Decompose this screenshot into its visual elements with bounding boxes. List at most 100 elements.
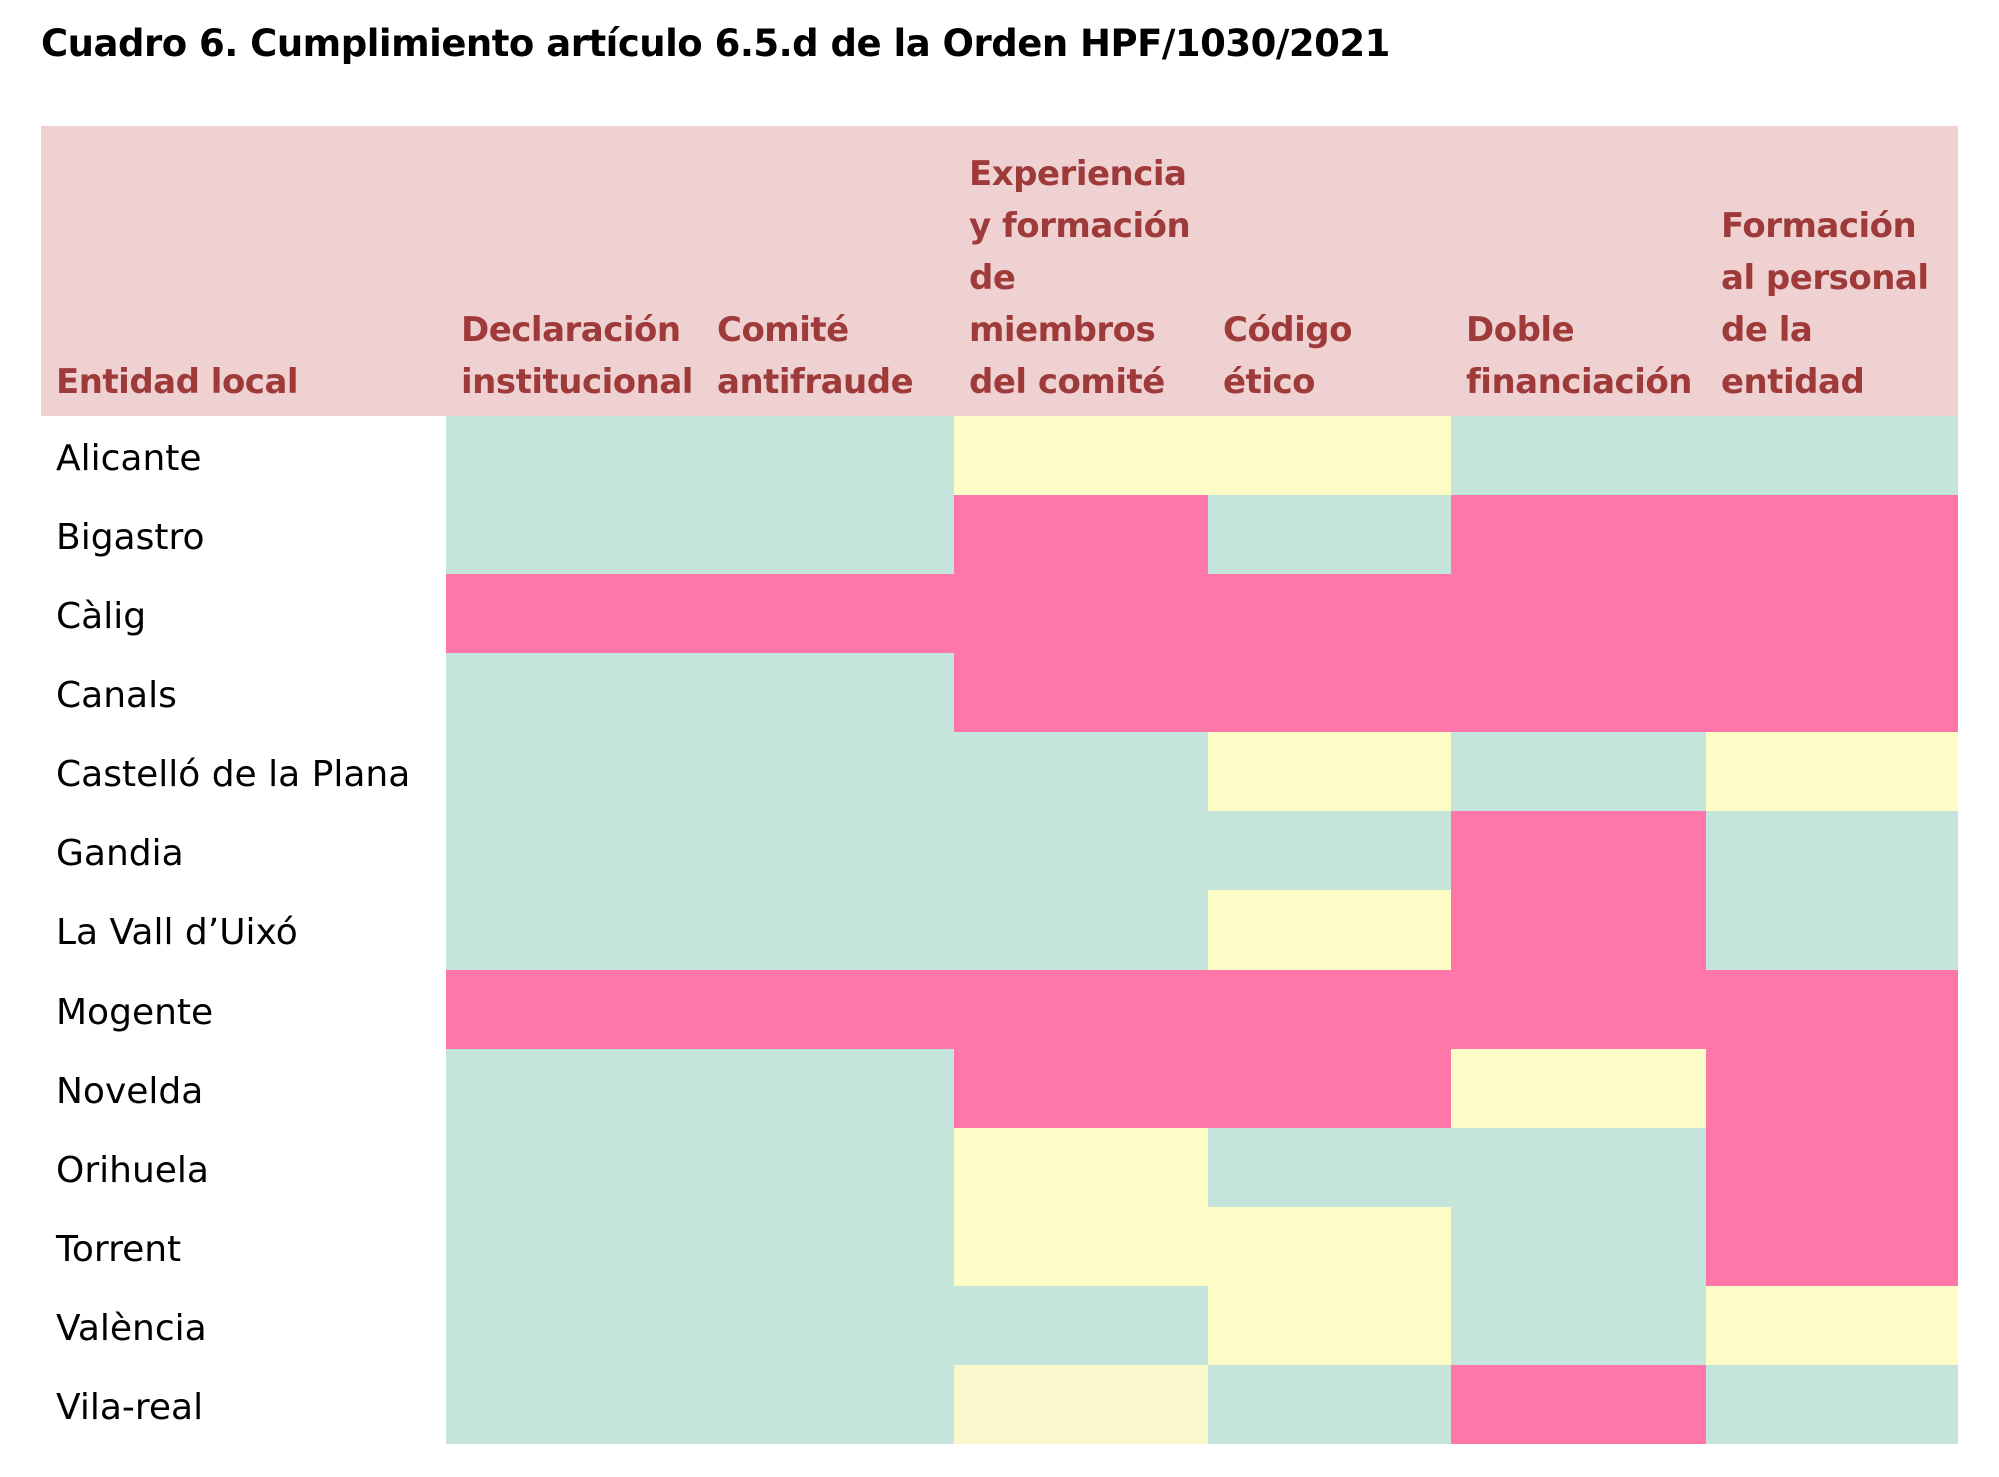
status-cell bbox=[702, 574, 954, 654]
status-cell bbox=[446, 653, 702, 733]
status-cell bbox=[1451, 653, 1706, 733]
status-cell bbox=[954, 890, 1208, 971]
status-cell bbox=[1451, 1364, 1706, 1445]
status-cell bbox=[1451, 1206, 1706, 1287]
status-cell bbox=[702, 732, 954, 812]
status-cell bbox=[954, 416, 1208, 496]
status-cell bbox=[702, 1127, 954, 1208]
status-cell bbox=[954, 495, 1208, 575]
status-cell bbox=[702, 969, 954, 1050]
status-cell bbox=[1706, 495, 1958, 575]
status-cell bbox=[446, 1364, 702, 1445]
header-line: del comité bbox=[969, 362, 1165, 402]
header-line: Código bbox=[1223, 310, 1353, 350]
status-cell bbox=[954, 969, 1208, 1050]
status-cell bbox=[1706, 1364, 1958, 1445]
row-label: Alicante bbox=[56, 438, 202, 480]
status-cell bbox=[1706, 811, 1958, 891]
status-cell bbox=[1208, 574, 1451, 654]
status-cell bbox=[1706, 1127, 1958, 1208]
status-cell bbox=[1706, 1285, 1958, 1366]
status-cell bbox=[1208, 890, 1451, 971]
header-line: de bbox=[969, 258, 1016, 298]
status-cell bbox=[1451, 574, 1706, 654]
status-cell bbox=[1706, 1206, 1958, 1287]
header-cell: Doble financiación bbox=[1451, 126, 1706, 416]
status-cell bbox=[954, 1127, 1208, 1208]
row-label: Castelló de la Plana bbox=[56, 754, 411, 796]
status-cell bbox=[1706, 574, 1958, 654]
status-cell bbox=[954, 1285, 1208, 1366]
status-cell bbox=[954, 1206, 1208, 1287]
row-label: Novelda bbox=[56, 1070, 204, 1112]
header-line: Experiencia bbox=[969, 154, 1187, 194]
status-cell bbox=[702, 1285, 954, 1366]
status-cell bbox=[702, 495, 954, 575]
row-label: Gandia bbox=[56, 833, 184, 875]
row-label: Torrent bbox=[56, 1228, 182, 1270]
status-cell bbox=[1451, 969, 1706, 1050]
status-cell bbox=[1208, 653, 1451, 733]
header-line: Entidad local bbox=[56, 362, 299, 402]
row-label: Vila-real bbox=[56, 1386, 204, 1428]
header-line: de la bbox=[1721, 310, 1813, 350]
status-cell bbox=[954, 732, 1208, 812]
header-cell: Declaración institucional bbox=[446, 126, 702, 416]
header-cell: Código ético bbox=[1208, 126, 1451, 416]
status-cell bbox=[1451, 811, 1706, 891]
status-cell bbox=[446, 1285, 702, 1366]
row-label: La Vall d’Uixó bbox=[56, 912, 298, 954]
header-cell: Entidad local bbox=[41, 126, 446, 416]
status-cell bbox=[702, 811, 954, 891]
status-cell bbox=[1451, 890, 1706, 971]
header-cell: Formación al personal de la entidad bbox=[1706, 126, 1958, 416]
header-cell: Experiencia y formación de miembros del comi… bbox=[954, 126, 1208, 416]
header-line: financiación bbox=[1466, 362, 1692, 402]
status-cell bbox=[954, 653, 1208, 733]
status-cell bbox=[446, 495, 702, 575]
status-cell bbox=[1451, 416, 1706, 496]
status-cell bbox=[954, 811, 1208, 891]
status-cell bbox=[1208, 1048, 1451, 1129]
status-cell bbox=[954, 1048, 1208, 1129]
header-line: antifraude bbox=[717, 362, 914, 402]
status-cell bbox=[1208, 1285, 1451, 1366]
status-cell bbox=[702, 653, 954, 733]
status-cell bbox=[446, 811, 702, 891]
status-cell bbox=[446, 890, 702, 971]
status-cell bbox=[1451, 732, 1706, 812]
status-cell bbox=[1208, 416, 1451, 496]
status-cell bbox=[446, 1048, 702, 1129]
status-cell bbox=[1706, 416, 1958, 496]
header-cell: Comité antifraude bbox=[702, 126, 954, 416]
status-cell bbox=[446, 574, 702, 654]
status-cell bbox=[1706, 890, 1958, 971]
status-cell bbox=[1706, 732, 1958, 812]
status-cell bbox=[1451, 1048, 1706, 1129]
status-cell bbox=[1208, 811, 1451, 891]
status-cell bbox=[446, 969, 702, 1050]
row-label: Canals bbox=[56, 675, 177, 717]
table-title: Cuadro 6. Cumplimiento artículo 6.5.d de… bbox=[41, 22, 1390, 65]
header-line: miembros bbox=[969, 310, 1156, 350]
header-line: al personal bbox=[1721, 258, 1929, 298]
row-label: Orihuela bbox=[56, 1149, 209, 1191]
row-label: Càlig bbox=[56, 596, 147, 638]
status-cell bbox=[1208, 1127, 1451, 1208]
row-label: Mogente bbox=[56, 991, 214, 1033]
status-cell bbox=[1208, 732, 1451, 812]
status-cell bbox=[702, 1364, 954, 1445]
header-line: Declaración bbox=[461, 310, 681, 350]
header-line: Doble bbox=[1466, 310, 1575, 350]
status-cell bbox=[446, 416, 702, 496]
row-label: València bbox=[56, 1307, 207, 1349]
header-line: institucional bbox=[461, 362, 693, 402]
status-cell bbox=[954, 574, 1208, 654]
status-cell bbox=[1706, 1048, 1958, 1129]
status-cell bbox=[1208, 969, 1451, 1050]
header-line: Formación bbox=[1721, 206, 1917, 246]
status-cell bbox=[446, 732, 702, 812]
status-cell bbox=[702, 1206, 954, 1287]
status-cell bbox=[954, 1364, 1208, 1445]
